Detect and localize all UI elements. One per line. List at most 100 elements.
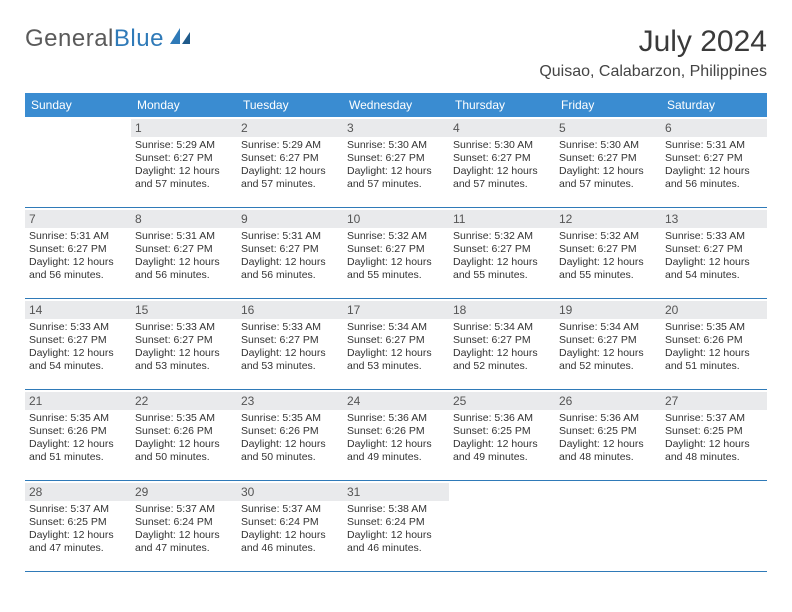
day-number: 22 [131,392,237,410]
day-daylight1: Daylight: 12 hours [559,165,657,178]
day-sunset: Sunset: 6:24 PM [347,516,445,529]
day-cell: 20Sunrise: 5:35 AMSunset: 6:26 PMDayligh… [661,299,767,389]
day-sunset: Sunset: 6:24 PM [135,516,233,529]
day-daylight2: and 46 minutes. [241,542,339,555]
brand-logo: GeneralBlue [25,25,192,53]
day-sunrise: Sunrise: 5:35 AM [135,412,233,425]
day-daylight1: Daylight: 12 hours [29,256,127,269]
day-cell: 9 Sunrise: 5:31 AMSunset: 6:27 PMDaylight… [237,208,343,298]
day-sunrise: Sunrise: 5:29 AM [135,139,233,152]
day-number: 15 [131,301,237,319]
day-daylight2: and 53 minutes. [241,360,339,373]
day-cell: 19Sunrise: 5:34 AMSunset: 6:27 PMDayligh… [555,299,661,389]
day-sunrise: Sunrise: 5:36 AM [559,412,657,425]
day-daylight2: and 49 minutes. [453,451,551,464]
day-cell: 3Sunrise: 5:30 AMSunset: 6:27 PMDaylight… [343,117,449,207]
day-cell: 6Sunrise: 5:31 AMSunset: 6:27 PMDaylight… [661,117,767,207]
day-sunset: Sunset: 6:27 PM [347,152,445,165]
day-sunrise: Sunrise: 5:37 AM [135,503,233,516]
day-daylight2: and 57 minutes. [559,178,657,191]
weekday-wed: Wednesday [343,93,449,117]
day-daylight2: and 56 minutes. [135,269,233,282]
day-sunset: Sunset: 6:27 PM [453,243,551,256]
day-number: 26 [555,392,661,410]
day-sunset: Sunset: 6:25 PM [453,425,551,438]
day-cell: 30Sunrise: 5:37 AMSunset: 6:24 PMDayligh… [237,481,343,571]
day-sunset: Sunset: 6:27 PM [29,243,127,256]
day-daylight1: Daylight: 12 hours [347,256,445,269]
day-number: 16 [237,301,343,319]
day-sunrise: Sunrise: 5:30 AM [347,139,445,152]
day-number: 19 [555,301,661,319]
weekday-thu: Thursday [449,93,555,117]
day-daylight1: Daylight: 12 hours [29,347,127,360]
weekday-mon: Monday [131,93,237,117]
day-sunrise: Sunrise: 5:30 AM [559,139,657,152]
day-number: 5 [555,119,661,137]
day-daylight2: and 52 minutes. [453,360,551,373]
day-number: 7 [25,210,131,228]
day-number: 6 [661,119,767,137]
day-daylight2: and 56 minutes. [241,269,339,282]
day-daylight1: Daylight: 12 hours [347,347,445,360]
day-daylight2: and 54 minutes. [29,360,127,373]
day-cell: 8Sunrise: 5:31 AMSunset: 6:27 PMDaylight… [131,208,237,298]
day-daylight2: and 55 minutes. [559,269,657,282]
day-daylight2: and 56 minutes. [29,269,127,282]
brand-sail-icon [168,25,192,53]
week-row: 21Sunrise: 5:35 AMSunset: 6:26 PMDayligh… [25,390,767,481]
day-sunrise: Sunrise: 5:33 AM [135,321,233,334]
day-sunset: Sunset: 6:25 PM [29,516,127,529]
title-block: July 2024 Quisao, Calabarzon, Philippine… [539,25,767,81]
day-sunset: Sunset: 6:27 PM [241,334,339,347]
day-sunset: Sunset: 6:27 PM [453,152,551,165]
day-cell: 2Sunrise: 5:29 AMSunset: 6:27 PMDaylight… [237,117,343,207]
day-daylight1: Daylight: 12 hours [241,256,339,269]
day-daylight2: and 57 minutes. [453,178,551,191]
month-title: July 2024 [539,25,767,59]
day-cell: 14Sunrise: 5:33 AMSunset: 6:27 PMDayligh… [25,299,131,389]
day-cell: 28Sunrise: 5:37 AMSunset: 6:25 PMDayligh… [25,481,131,571]
day-sunrise: Sunrise: 5:35 AM [665,321,763,334]
day-sunset: Sunset: 6:27 PM [241,243,339,256]
day-daylight2: and 56 minutes. [665,178,763,191]
day-sunrise: Sunrise: 5:33 AM [241,321,339,334]
day-sunset: Sunset: 6:24 PM [241,516,339,529]
day-sunset: Sunset: 6:27 PM [559,334,657,347]
day-cell: 29Sunrise: 5:37 AMSunset: 6:24 PMDayligh… [131,481,237,571]
week-row: 14Sunrise: 5:33 AMSunset: 6:27 PMDayligh… [25,299,767,390]
day-cell: 4 Sunrise: 5:30 AMSunset: 6:27 PMDaylight… [449,117,555,207]
day-sunrise: Sunrise: 5:34 AM [453,321,551,334]
day-number: 9 [237,210,343,228]
day-cell: 13Sunrise: 5:33 AMSunset: 6:27 PMDayligh… [661,208,767,298]
day-cell: 24Sunrise: 5:36 AMSunset: 6:26 PMDayligh… [343,390,449,480]
day-sunrise: Sunrise: 5:37 AM [29,503,127,516]
day-sunrise: Sunrise: 5:32 AM [559,230,657,243]
day-number: 20 [661,301,767,319]
day-sunset: Sunset: 6:27 PM [665,243,763,256]
day-daylight2: and 51 minutes. [29,451,127,464]
day-cell: 1Sunrise: 5:29 AMSunset: 6:27 PMDaylight… [131,117,237,207]
day-daylight1: Daylight: 12 hours [453,438,551,451]
day-number: 3 [343,119,449,137]
day-cell: 26Sunrise: 5:36 AMSunset: 6:25 PMDayligh… [555,390,661,480]
day-cell: 25Sunrise: 5:36 AMSunset: 6:25 PMDayligh… [449,390,555,480]
day-number: 4 [449,119,555,137]
day-daylight2: and 57 minutes. [135,178,233,191]
day-daylight1: Daylight: 12 hours [347,438,445,451]
day-sunset: Sunset: 6:26 PM [347,425,445,438]
day-daylight1: Daylight: 12 hours [665,438,763,451]
weekday-fri: Friday [555,93,661,117]
day-sunrise: Sunrise: 5:31 AM [241,230,339,243]
day-sunrise: Sunrise: 5:30 AM [453,139,551,152]
day-sunset: Sunset: 6:27 PM [347,334,445,347]
day-sunset: Sunset: 6:27 PM [347,243,445,256]
day-sunrise: Sunrise: 5:33 AM [665,230,763,243]
day-sunrise: Sunrise: 5:31 AM [665,139,763,152]
day-daylight1: Daylight: 12 hours [453,165,551,178]
day-daylight1: Daylight: 12 hours [347,529,445,542]
day-cell: 23Sunrise: 5:35 AMSunset: 6:26 PMDayligh… [237,390,343,480]
day-daylight2: and 50 minutes. [135,451,233,464]
day-number: 10 [343,210,449,228]
day-daylight1: Daylight: 12 hours [241,529,339,542]
